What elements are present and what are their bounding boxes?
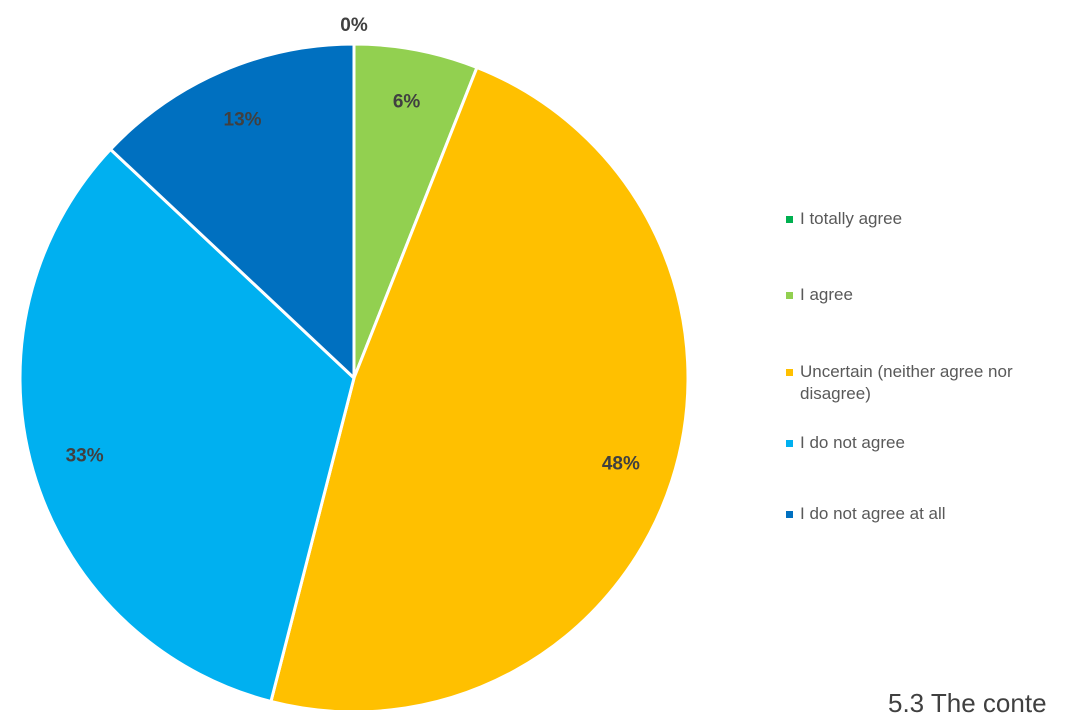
pie-chart: 0% 6% 48% 33% 13% (18, 15, 690, 710)
legend-label-agree: I agree (800, 285, 853, 304)
legend-swatch-do-not-agree-at-all (786, 511, 793, 518)
legend-label-do-not-agree: I do not agree (800, 433, 905, 452)
pie-label-agree: 6% (393, 91, 421, 112)
legend-item-uncertain: Uncertain (neither agree nor disagree) (786, 361, 1013, 405)
legend-label-uncertain: Uncertain (neither agree nor disagree) (800, 361, 1013, 405)
pie-label-do-not-agree: 33% (66, 445, 104, 466)
pie-slice-do-not-agree-at-all (109, 42, 356, 380)
legend-swatch-do-not-agree (786, 440, 793, 447)
legend-item-do-not-agree-at-all: I do not agree at all (786, 503, 946, 525)
pie-labels: 0% 6% 48% 33% 13% (66, 15, 640, 475)
legend-item-totally-agree: I totally agree (786, 208, 902, 230)
pie-label-totally-agree: 0% (340, 15, 368, 36)
legend-item-agree: I agree (786, 284, 853, 306)
legend-swatch-uncertain (786, 369, 793, 376)
pie-label-uncertain: 48% (602, 454, 640, 475)
legend-label-totally-agree: I totally agree (800, 209, 903, 228)
footer-caption: 5.3 The conte (888, 688, 1047, 718)
legend-swatch-agree (786, 292, 793, 299)
pie-slice-do-not-agree (18, 147, 356, 704)
legend-swatch-totally-agree (786, 216, 793, 223)
pie-slice-agree (352, 42, 479, 380)
pie-slice-uncertain (269, 65, 690, 710)
legend-label-uncertain-line1: Uncertain (neither agree nor (800, 362, 1013, 381)
legend-label-do-not-agree-at-all: I do not agree at all (800, 504, 946, 523)
legend-item-do-not-agree: I do not agree (786, 432, 905, 454)
pie-slices (18, 42, 690, 710)
legend-label-uncertain-line2: disagree) (800, 384, 871, 403)
pie-label-do-not-agree-at-all: 13% (224, 110, 262, 131)
